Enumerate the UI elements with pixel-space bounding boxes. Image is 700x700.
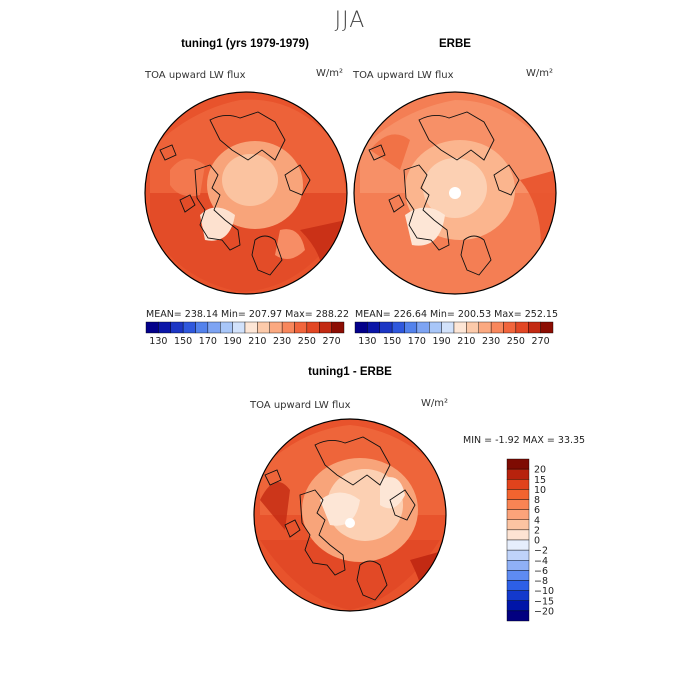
panel-2-units-label: W/m² bbox=[526, 68, 554, 79]
colorbar-2-tick-label: 170 bbox=[408, 336, 426, 347]
colorbar-1-swatch bbox=[145, 321, 159, 334]
colorbar-2-tick-label: 130 bbox=[358, 336, 376, 347]
colorbar-2-tick-label: 190 bbox=[433, 336, 451, 347]
colorbar-3-swatch bbox=[506, 600, 530, 612]
colorbar-3-tick-label: −2 bbox=[534, 546, 548, 557]
panel-2-variable-label: TOA upward LW flux bbox=[353, 70, 454, 81]
colorbar-3-swatch bbox=[506, 468, 530, 480]
panel-2-title: ERBE bbox=[439, 38, 471, 50]
colorbar-3-swatch bbox=[506, 560, 530, 571]
colorbar-3-tick-label: −10 bbox=[534, 586, 554, 597]
colorbar-1-swatch bbox=[281, 321, 295, 334]
colorbar-3-swatch bbox=[506, 610, 530, 622]
colorbar-2-swatch bbox=[354, 321, 368, 334]
colorbar-1-tick-label: 250 bbox=[298, 336, 316, 347]
colorbar-2-swatch bbox=[466, 321, 479, 334]
colorbar-2-swatch bbox=[391, 321, 405, 334]
colorbar-3-swatch bbox=[506, 458, 530, 470]
colorbar-2-swatch bbox=[441, 321, 455, 334]
colorbar-1-tick-label: 150 bbox=[174, 336, 192, 347]
colorbar-2-swatch bbox=[515, 321, 529, 334]
colorbar-1-tick-label: 190 bbox=[224, 336, 242, 347]
colorbar-panel-2: 130 150 170 190 210 230 250 270 bbox=[354, 321, 554, 347]
colorbar-1-swatch bbox=[158, 321, 171, 334]
colorbar-1-tick-label: 130 bbox=[149, 336, 167, 347]
colorbar-1-swatch bbox=[306, 321, 320, 334]
panel-1-units-label: W/m² bbox=[316, 68, 344, 79]
colorbar-3-tick-label: 10 bbox=[534, 485, 546, 496]
panel-1-variable-label: TOA upward LW flux bbox=[145, 70, 246, 81]
panel-2-stats: MEAN= 226.64 Min= 200.53 Max= 252.15 bbox=[355, 309, 559, 320]
colorbar-3-tick-label: −4 bbox=[534, 556, 548, 567]
colorbar-3-tick-label: −6 bbox=[534, 566, 548, 577]
colorbar-1-tick-label: 270 bbox=[323, 336, 341, 347]
panel-3-title: tuning1 - ERBE bbox=[308, 366, 392, 378]
colorbar-3-swatch bbox=[506, 570, 530, 581]
colorbar-3-swatch bbox=[506, 479, 530, 490]
colorbar-2-swatch bbox=[528, 321, 541, 334]
colorbar-2-swatch bbox=[404, 321, 418, 334]
colorbar-1-swatch bbox=[319, 321, 332, 334]
colorbar-2-tick-label: 150 bbox=[383, 336, 401, 347]
colorbar-1-swatch bbox=[207, 321, 221, 334]
panel-1-stats: MEAN= 238.14 Min= 207.97 Max= 288.22 bbox=[146, 309, 350, 320]
colorbar-3-tick-label: −20 bbox=[534, 606, 554, 617]
colorbar-3-swatch bbox=[506, 519, 530, 531]
colorbar-3-tick-label: 15 bbox=[534, 475, 546, 486]
colorbar-2-swatch bbox=[540, 321, 554, 334]
colorbar-3-swatch bbox=[506, 549, 530, 561]
colorbar-3-swatch bbox=[506, 580, 530, 591]
colorbar-panel-1: 130 150 170 190 210 230 250 270 bbox=[145, 321, 345, 347]
colorbar-2-swatch bbox=[490, 321, 504, 334]
colorbar-1-swatch bbox=[269, 321, 283, 334]
colorbar-1-swatch bbox=[195, 321, 209, 334]
colorbar-3-tick-label: 0 bbox=[534, 536, 540, 547]
colorbar-1-swatch bbox=[294, 321, 308, 334]
colorbar-3-swatch bbox=[506, 499, 530, 510]
colorbar-1-swatch bbox=[331, 321, 345, 334]
colorbar-2-swatch bbox=[503, 321, 517, 334]
panel-3-units-label: W/m² bbox=[421, 398, 449, 409]
colorbar-3-tick-label: −15 bbox=[534, 596, 554, 607]
colorbar-1-swatch bbox=[170, 321, 184, 334]
colorbar-3-tick-label: −8 bbox=[534, 576, 548, 587]
colorbar-3-tick-label: 4 bbox=[534, 515, 540, 526]
panel-3-stats: MIN = -1.92 MAX = 33.35 bbox=[463, 435, 586, 446]
panel-3-variable-label: TOA upward LW flux bbox=[250, 400, 351, 411]
colorbar-3-swatch bbox=[506, 509, 530, 520]
colorbar-2-tick-label: 250 bbox=[507, 336, 525, 347]
colorbar-3-tick-label: 2 bbox=[534, 525, 540, 536]
colorbar-2-swatch bbox=[429, 321, 442, 334]
figure-title: JJA bbox=[334, 8, 366, 33]
colorbar-1-swatch bbox=[257, 321, 270, 334]
colorbar-1-swatch bbox=[232, 321, 246, 334]
colorbar-3-tick-label: 20 bbox=[534, 465, 546, 476]
colorbar-3-swatch bbox=[506, 590, 530, 601]
colorbar-2-tick-label: 230 bbox=[482, 336, 500, 347]
colorbar-1-tick-label: 210 bbox=[248, 336, 266, 347]
colorbar-1-swatch bbox=[182, 321, 196, 334]
colorbar-3-tick-label: 6 bbox=[534, 505, 540, 516]
panel-1-title: tuning1 (yrs 1979-1979) bbox=[181, 38, 309, 50]
colorbar-1-tick-label: 230 bbox=[273, 336, 291, 347]
colorbar-3-swatch bbox=[506, 489, 530, 500]
colorbar-1-swatch bbox=[220, 321, 233, 334]
colorbar-2-swatch bbox=[478, 321, 492, 334]
colorbar-3-tick-label: 8 bbox=[534, 495, 540, 506]
colorbar-2-swatch bbox=[379, 321, 393, 334]
colorbar-2-tick-label: 210 bbox=[457, 336, 475, 347]
map-panel-1 bbox=[144, 91, 348, 295]
map-panel-2 bbox=[353, 91, 557, 295]
colorbar-1-swatch bbox=[244, 321, 258, 334]
colorbar-3-swatch bbox=[506, 529, 530, 541]
colorbar-3-swatch bbox=[506, 539, 530, 551]
colorbar-2-tick-label: 270 bbox=[532, 336, 550, 347]
colorbar-2-swatch bbox=[367, 321, 380, 334]
colorbar-2-swatch bbox=[453, 321, 467, 334]
colorbar-1-tick-label: 170 bbox=[199, 336, 217, 347]
colorbar-2-swatch bbox=[416, 321, 430, 334]
map-panel-3 bbox=[253, 418, 447, 612]
